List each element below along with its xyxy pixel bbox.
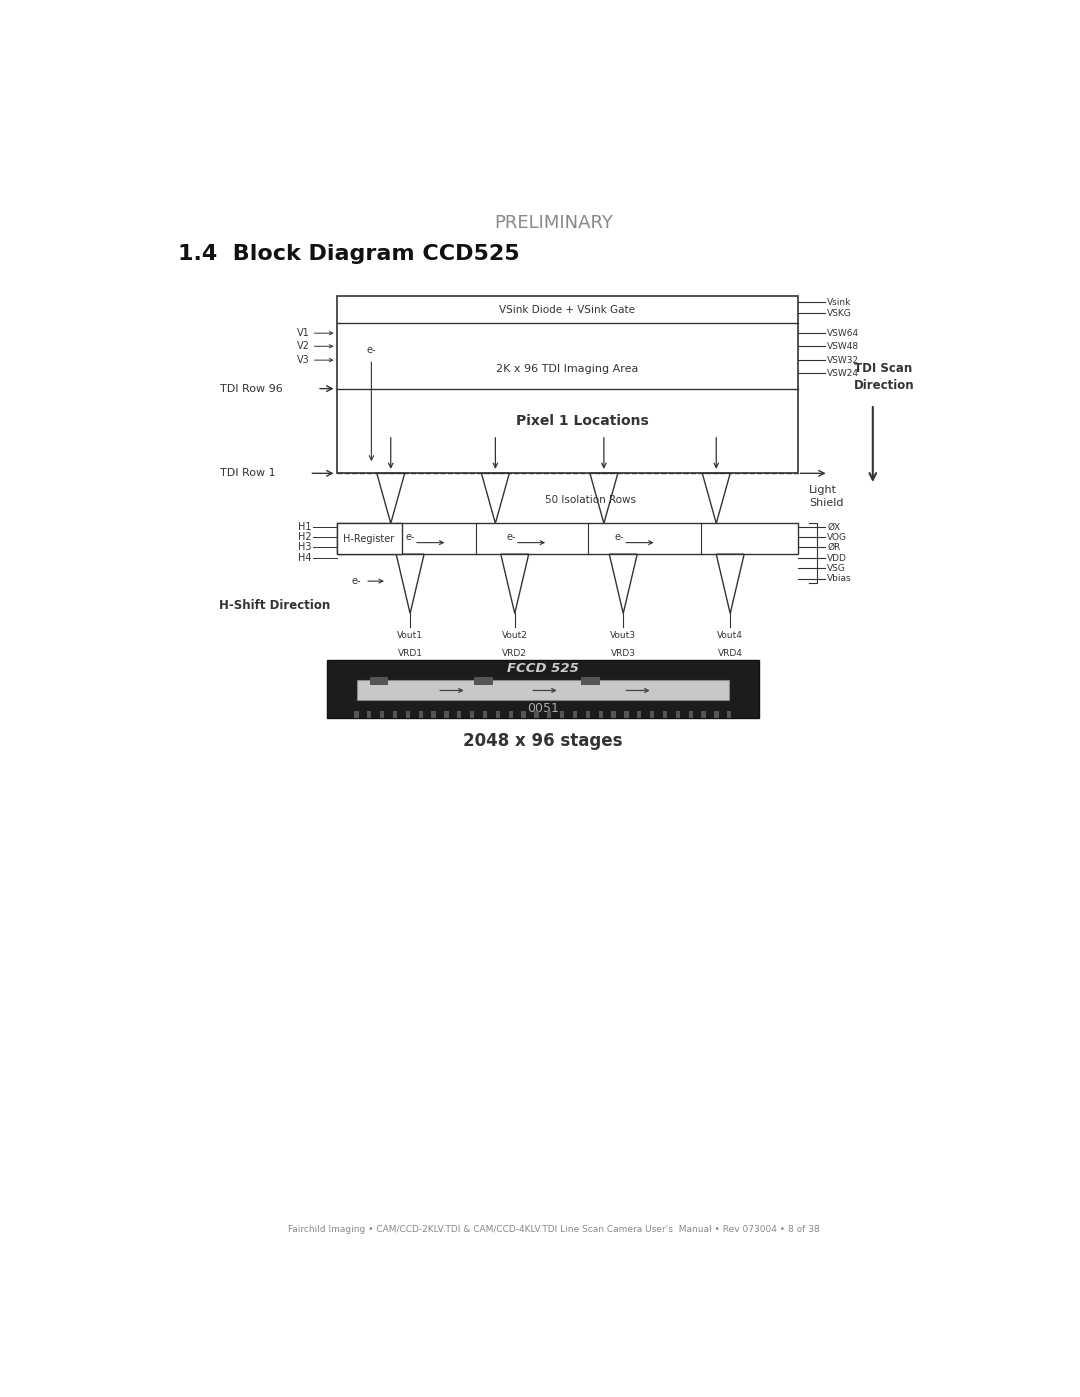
Bar <box>354 711 359 718</box>
Text: Vout1: Vout1 <box>397 631 423 640</box>
Bar <box>572 711 577 718</box>
Text: 2K x 96 TDI Imaging Area: 2K x 96 TDI Imaging Area <box>496 365 638 374</box>
Bar <box>548 711 552 718</box>
Text: H4: H4 <box>298 553 312 563</box>
Text: Vout2: Vout2 <box>502 631 528 640</box>
Text: VSW64: VSW64 <box>827 328 860 338</box>
Bar <box>585 711 590 718</box>
Text: VOG: VOG <box>827 532 847 542</box>
Text: V1: V1 <box>297 328 309 338</box>
Text: VRD4: VRD4 <box>718 648 743 658</box>
Text: e-: e- <box>351 576 361 587</box>
Text: VSG: VSG <box>827 563 846 573</box>
Text: H3: H3 <box>298 542 312 552</box>
Bar <box>637 711 642 718</box>
Text: V3: V3 <box>297 355 309 365</box>
Text: PRELIMINARY: PRELIMINARY <box>494 214 613 232</box>
Text: VSW32: VSW32 <box>827 356 860 365</box>
Bar <box>509 711 513 718</box>
Bar <box>689 711 692 718</box>
Text: H-Shift Direction: H-Shift Direction <box>219 599 330 612</box>
Text: VSKG: VSKG <box>827 309 852 317</box>
Bar <box>367 711 372 718</box>
Bar <box>522 711 526 718</box>
Bar <box>611 711 616 718</box>
Bar <box>369 678 389 685</box>
Text: VRD3: VRD3 <box>611 648 636 658</box>
Text: 50 Isolation Rows: 50 Isolation Rows <box>544 496 636 506</box>
Bar <box>483 711 487 718</box>
Bar <box>714 711 718 718</box>
Bar <box>419 711 423 718</box>
Text: ØR: ØR <box>827 543 840 552</box>
Bar <box>474 678 494 685</box>
Bar <box>581 678 600 685</box>
Bar <box>337 524 798 555</box>
Text: Vsink: Vsink <box>827 298 851 307</box>
Text: Vout4: Vout4 <box>717 631 743 640</box>
Text: TDI Row 96: TDI Row 96 <box>220 384 283 394</box>
Bar <box>561 711 564 718</box>
Text: Pixel 1 Locations: Pixel 1 Locations <box>516 414 649 427</box>
Text: H2: H2 <box>298 532 312 542</box>
Bar <box>598 711 603 718</box>
Bar <box>496 711 500 718</box>
Bar <box>650 711 654 718</box>
Text: FCCD 525: FCCD 525 <box>508 662 579 675</box>
Bar <box>727 711 731 718</box>
Text: TDI Scan
Direction: TDI Scan Direction <box>854 362 915 393</box>
Text: VRD2: VRD2 <box>502 648 527 658</box>
Bar <box>701 711 705 718</box>
Text: TDI Row 1: TDI Row 1 <box>220 468 275 478</box>
Bar <box>457 711 461 718</box>
Bar <box>444 711 448 718</box>
Bar <box>327 659 759 718</box>
Text: Vbias: Vbias <box>827 574 852 584</box>
Text: 1.4  Block Diagram CCD525: 1.4 Block Diagram CCD525 <box>177 244 519 264</box>
Bar <box>406 711 410 718</box>
Text: VSW24: VSW24 <box>827 369 859 377</box>
Text: H-Register: H-Register <box>343 534 394 543</box>
Bar <box>337 296 798 474</box>
Bar <box>663 711 667 718</box>
Text: VDD: VDD <box>827 553 847 563</box>
Text: H1: H1 <box>298 522 312 532</box>
Text: Vout3: Vout3 <box>610 631 636 640</box>
Text: 2048 x 96 stages: 2048 x 96 stages <box>463 732 623 750</box>
Text: V2: V2 <box>297 341 309 351</box>
Text: e-: e- <box>507 532 515 542</box>
Bar <box>470 711 474 718</box>
Bar <box>431 711 435 718</box>
Text: Fairchild Imaging • CAM/CCD-2KLV.TDI & CAM/CCD-4KLV.TDI Line Scan Camera User’s : Fairchild Imaging • CAM/CCD-2KLV.TDI & C… <box>287 1225 820 1234</box>
Bar <box>676 711 680 718</box>
Text: VRD1: VRD1 <box>397 648 422 658</box>
Bar <box>393 711 397 718</box>
Bar <box>380 711 384 718</box>
Text: ØX: ØX <box>827 522 840 532</box>
Text: e-: e- <box>615 532 624 542</box>
Text: 0051: 0051 <box>527 701 559 715</box>
Text: e-: e- <box>405 532 415 542</box>
Bar <box>624 711 629 718</box>
Bar <box>535 711 539 718</box>
Text: Light
Shield: Light Shield <box>809 485 843 509</box>
Text: VSink Diode + VSink Gate: VSink Diode + VSink Gate <box>499 305 635 314</box>
Text: VSW48: VSW48 <box>827 342 860 351</box>
Bar <box>356 680 729 700</box>
Text: e-: e- <box>366 345 376 355</box>
Bar <box>337 524 403 555</box>
